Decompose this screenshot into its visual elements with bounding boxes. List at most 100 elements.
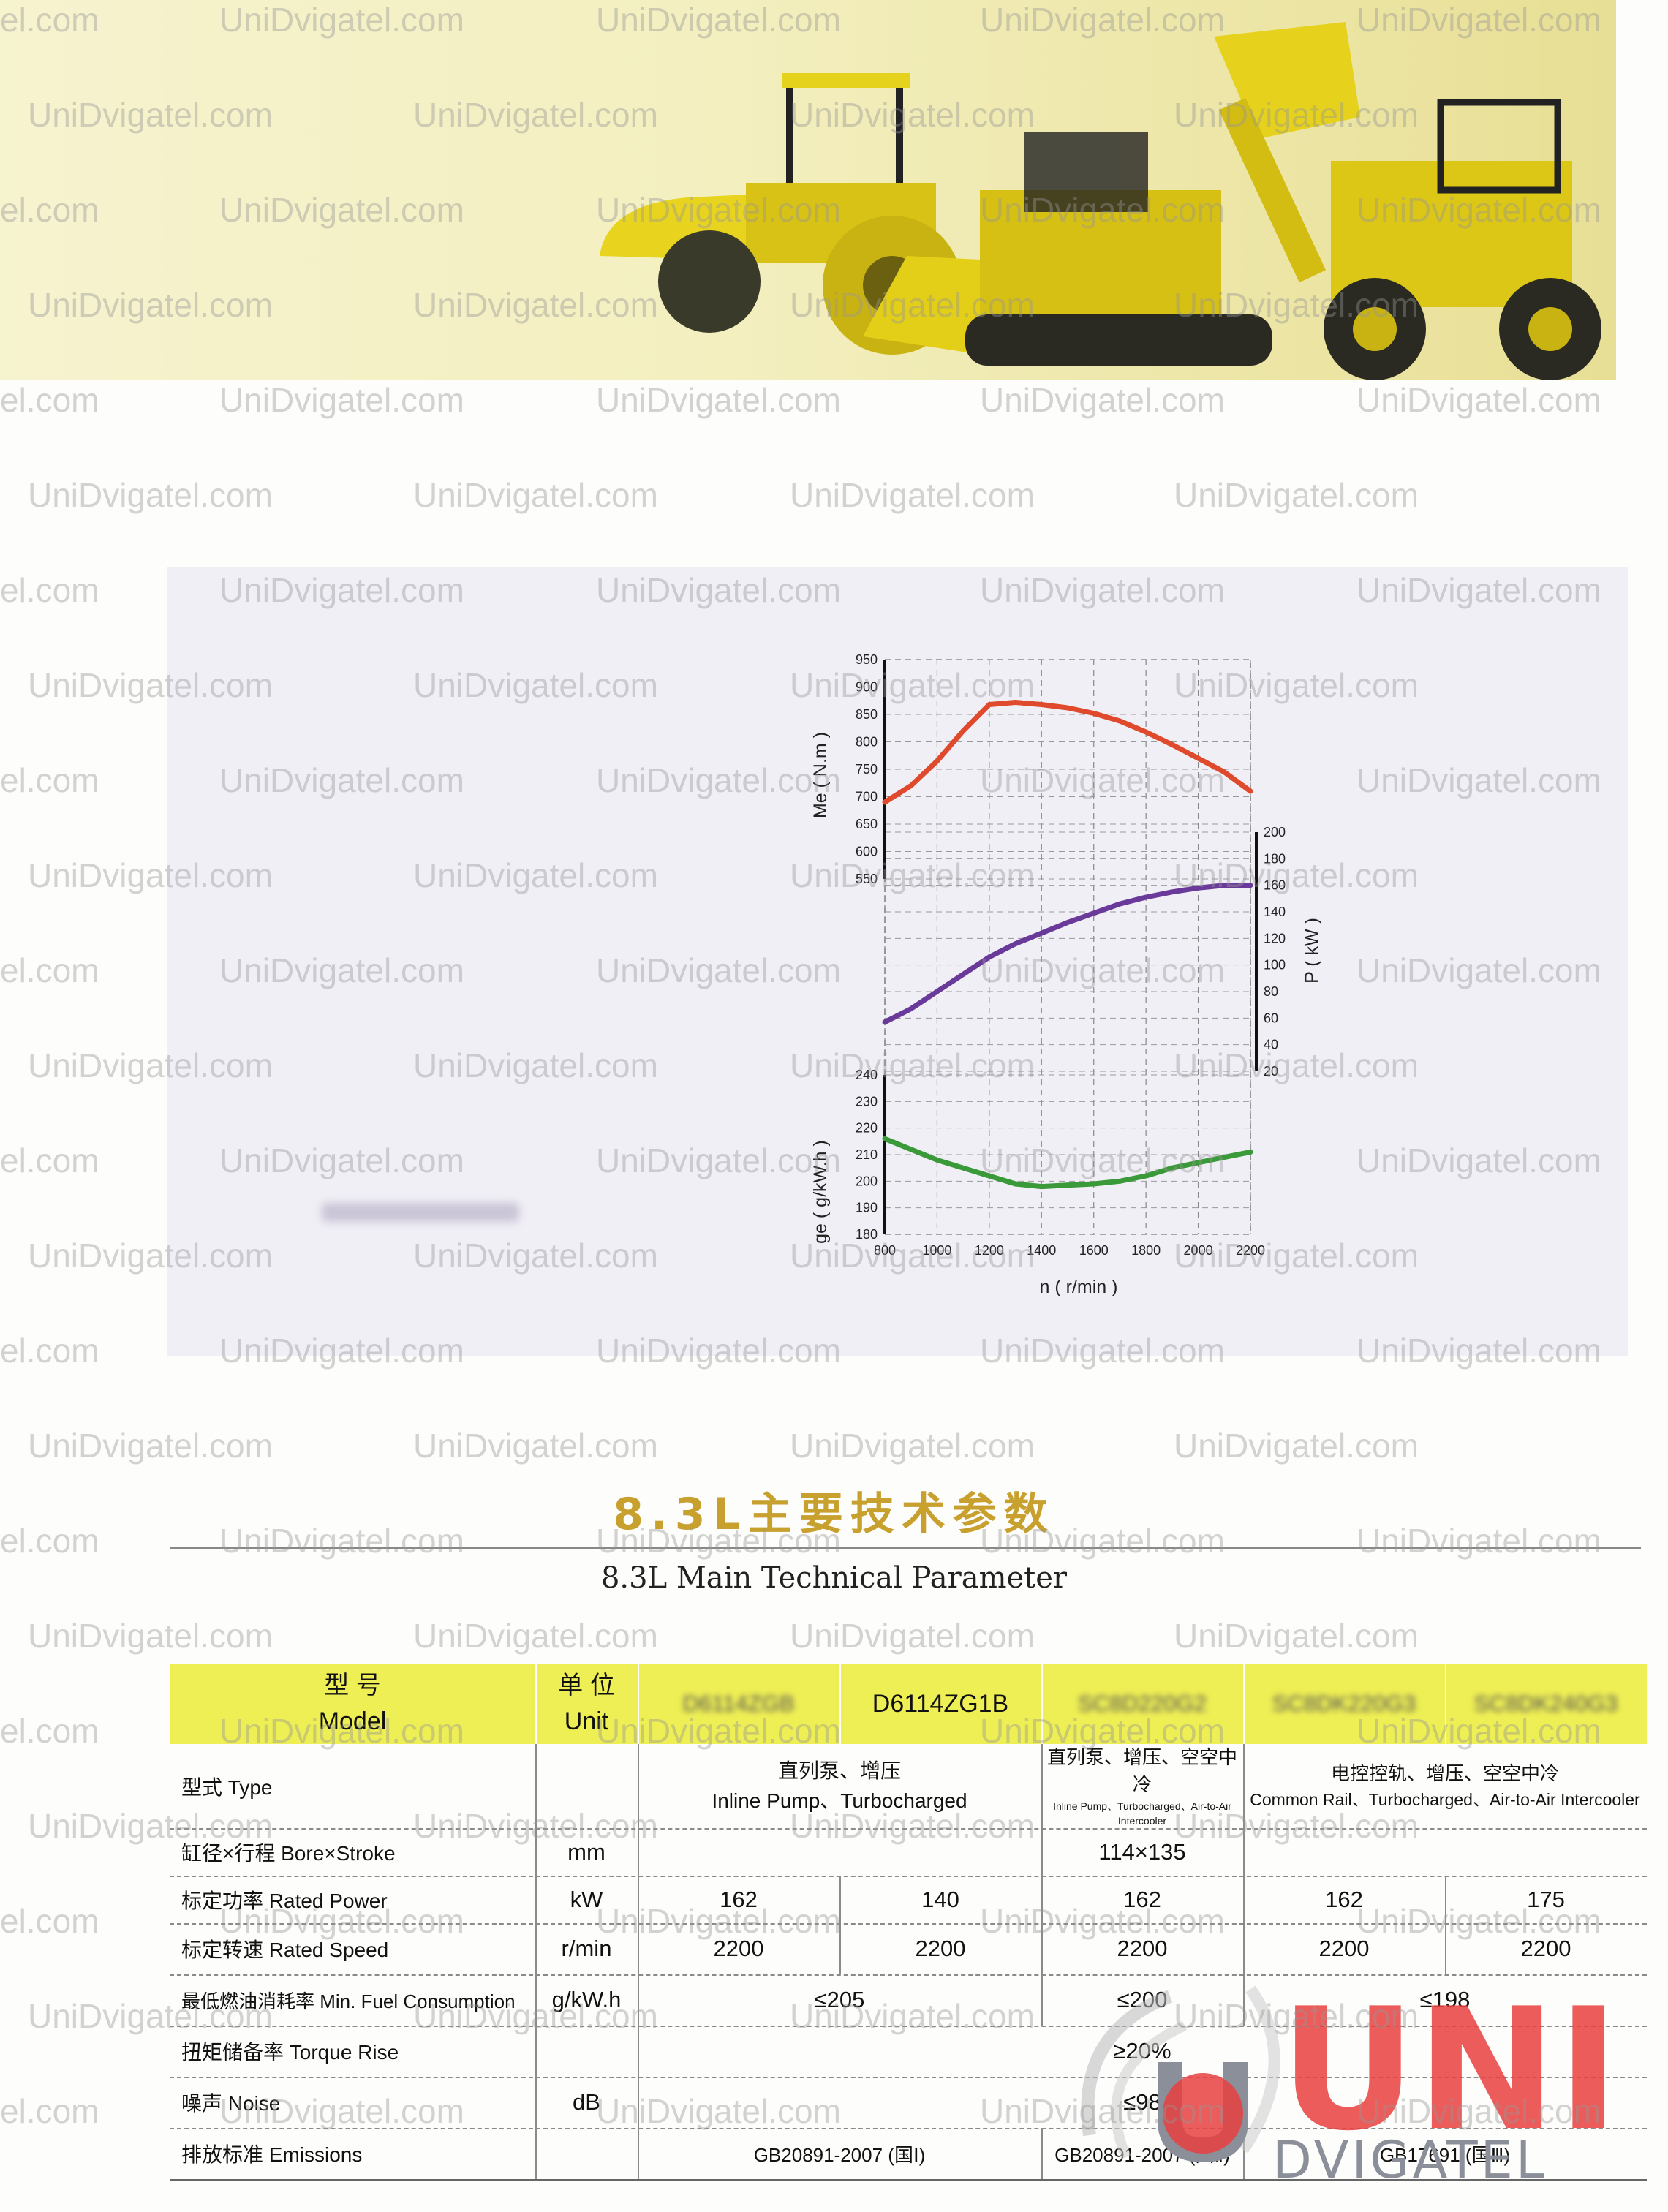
watermark-text: UniDvigatel.com [413,1617,658,1655]
torque-tick-label: 950 [856,652,878,667]
power-tick-label: 20 [1264,1064,1278,1079]
logo-sub-text: DVIGATEL [1272,2130,1547,2186]
power-tick-label: 40 [1264,1038,1278,1052]
fuel-axis-label: ge ( g/kW.h ) [810,1140,831,1244]
torque-axis-label: Me ( N.m ) [810,732,831,818]
power-value-4: 162 [1325,1886,1363,1912]
logo-main-text: UNI [1280,1973,1620,2168]
fuel-unit: g/kW.h [551,1987,622,2012]
header-unit-en: Unit [564,1707,609,1735]
banner-image [0,0,1616,380]
power-tick-label: 200 [1264,825,1286,839]
torque-tick-label: 800 [856,735,878,750]
blurred-caption [322,1203,519,1222]
row-fuel-label: 最低燃油消耗率 Min. Fuel Consumption [181,1990,516,2012]
watermark-text: UniDvigatel.com [1174,1427,1419,1465]
watermark-text: UniDvigatel.com [596,381,841,419]
power-unit: kW [570,1886,603,1912]
x-tick-label: 1400 [1027,1243,1056,1258]
power-tick-label: 140 [1264,905,1286,919]
x-tick-label: 2000 [1184,1243,1213,1258]
row-power-label: 标定功率 Rated Power [181,1889,388,1912]
watermark-text: el.com [0,1712,99,1750]
chart-grid [884,659,1251,1235]
type-inline: 直列泵、增压 Inline Pump、Turbocharged [638,1744,1041,1828]
watermark-text: el.com [0,381,99,419]
torque-tick-label: 850 [856,707,878,722]
torque-curve [882,700,1253,805]
x-tick-label: 1000 [922,1243,951,1258]
logo-circle-icon [1163,2073,1243,2154]
x-tick-label: 1800 [1131,1243,1161,1258]
power-curve [882,883,1253,1025]
watermark-text: UniDvigatel.com [980,381,1225,419]
type-intercooled: 直列泵、增压、空空中冷 Inline Pump、Turbocharged、Air… [1041,1744,1243,1828]
header-model-cn: 型 号 [324,1671,381,1699]
row-speed-label: 标定转速 Rated Speed [181,1939,389,1961]
row-bore-label: 缸径×行程 Bore×Stroke [181,1841,396,1865]
bore-value: 114×135 [1098,1838,1186,1865]
speed-value-3: 2200 [1117,1936,1168,1961]
fuel-value-1: ≤205 [814,1987,865,2012]
watermark-text: UniDvigatel.com [28,476,273,514]
torque-tick-label: 700 [856,790,878,804]
row-emissions-label: 排放标准 Emissions [181,2143,363,2166]
type-common-rail: 电控控轨、增压、空空中冷 Common Rail、Turbocharged、Ai… [1243,1744,1647,1828]
fuel-tick-label: 200 [856,1174,878,1188]
plot-frame [884,659,1251,1235]
type-intercooled-cn: 直列泵、增压、空空中冷 [1046,1745,1237,1796]
bulldozer-icon [863,132,1272,366]
torque-tick-label: 750 [856,762,878,777]
watermark-text: UniDvigatel.com [413,1427,658,1465]
noise-unit: dB [573,2089,600,2115]
wheel-loader-icon [1214,22,1601,380]
emissions-value-3: GB17691 (国Ⅲ) [1379,2143,1511,2166]
header-model-5: SC8DK240G3 [1473,1691,1618,1716]
chart-panel [167,567,1628,1356]
watermark-text: el.com [0,1332,99,1370]
torque-tick-label: 600 [856,845,878,859]
speed-value-1: 2200 [713,1936,764,1961]
fuel-tick-label: 220 [856,1121,878,1136]
power-value-3: 162 [1123,1886,1161,1912]
power-axis-label: P ( kW ) [1302,918,1322,984]
row-type-label: 型式 Type [181,1775,273,1799]
watermark-text: UniDvigatel.com [1356,381,1601,419]
speed-unit: r/min [561,1936,612,1961]
type-intercooled-en: Inline Pump、Turbocharged、Air-to-Air Inte… [1053,1800,1231,1827]
watermark-text: el.com [0,2092,99,2130]
row-noise-label: 噪声 Noise [181,2092,281,2115]
title-divider [170,1547,1641,1549]
power-value-1: 162 [720,1886,758,1912]
power-tick-label: 120 [1264,931,1286,945]
speed-value-5: 2200 [1520,1936,1571,1961]
x-tick-label: 2200 [1236,1243,1265,1258]
emissions-value-1: GB20891-2007 (国Ⅰ) [753,2143,926,2166]
header-model: 型 号 Model [170,1664,535,1744]
type-inline-cn: 直列泵、增压 [777,1759,901,1782]
header-model-4: SC8DK220G3 [1272,1691,1416,1716]
watermark-text: UniDvigatel.com [790,476,1035,514]
fuel-tick-label: 210 [856,1147,878,1162]
x-axis-label: n ( r/min ) [1040,1277,1118,1297]
title-chinese: 8.3L主要技术参数 [613,1489,1055,1540]
header-model-1: D6114ZGB [682,1691,795,1716]
header-unit: 单 位 Unit [535,1664,638,1744]
watermark-text: UniDvigatel.com [1174,1617,1419,1655]
unidvigatel-logo: UNI DVIGATEL [1081,1973,1620,2186]
chart-curves [882,700,1253,1190]
x-tick-label: 800 [874,1243,896,1258]
power-value-2: 140 [921,1886,959,1912]
watermark-text: UniDvigatel.com [790,1427,1035,1465]
logo-swirl-icon [1081,1985,1280,2159]
watermark-text: el.com [0,951,99,989]
power-tick-label: 180 [1264,851,1286,866]
fuel-curve [882,1136,1253,1190]
watermark-text: UniDvigatel.com [413,476,658,514]
fuel-tick-label: 230 [856,1094,878,1109]
x-tick-label: 1600 [1079,1243,1109,1258]
construction-machines-illustration [600,22,1601,380]
header-model-2: D6114ZG1B [872,1689,1009,1718]
watermark-text: UniDvigatel.com [28,1427,273,1465]
speed-value-2: 2200 [915,1936,966,1961]
